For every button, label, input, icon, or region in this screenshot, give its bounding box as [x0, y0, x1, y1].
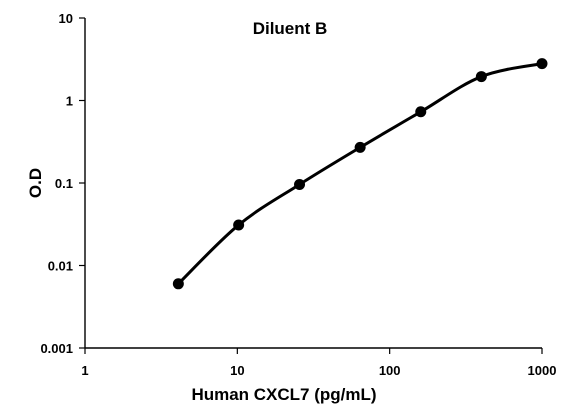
- data-point: [536, 58, 548, 70]
- x-tick-label: 1: [81, 363, 88, 378]
- data-point: [354, 141, 366, 153]
- y-axis-title: O.D: [26, 168, 45, 198]
- data-point: [172, 278, 184, 290]
- data-point: [233, 219, 245, 231]
- y-tick-label: 1: [66, 94, 73, 109]
- x-tick-label: 10: [230, 363, 244, 378]
- data-point: [475, 71, 487, 83]
- y-tick-label: 0.1: [55, 176, 73, 191]
- x-tick-label: 100: [379, 363, 401, 378]
- y-tick-label: 0.001: [40, 341, 73, 356]
- axes: [84, 18, 542, 349]
- data-point: [294, 178, 306, 190]
- data-points: [172, 58, 548, 290]
- x-tick-label: 1000: [528, 363, 557, 378]
- chart-title: Diluent B: [253, 19, 328, 38]
- x-axis-title: Human CXCL7 (pg/mL): [191, 385, 376, 404]
- data-point: [415, 106, 427, 118]
- y-tick-label: 0.01: [48, 259, 73, 274]
- axis-ticks: 0.001 0.01 0.1 1 10 1 10 100 1000: [40, 11, 556, 378]
- series-line: [176, 62, 544, 286]
- y-tick-label: 10: [59, 11, 73, 26]
